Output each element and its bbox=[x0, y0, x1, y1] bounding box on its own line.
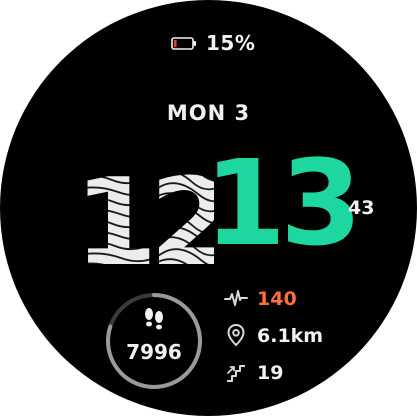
date-label: MON 3 bbox=[166, 101, 251, 125]
location-pin-icon bbox=[227, 323, 245, 347]
battery-icon bbox=[171, 37, 196, 50]
steps-count: 7996 bbox=[126, 340, 182, 364]
hours-display: 12 bbox=[74, 154, 214, 270]
floors-value: 19 bbox=[257, 362, 284, 384]
heart-rate-icon bbox=[224, 290, 248, 306]
stairs-icon bbox=[227, 365, 245, 382]
battery-percentage: 15% bbox=[206, 31, 256, 55]
minutes-display: 13 bbox=[204, 134, 362, 272]
distance-value: 6.1km bbox=[257, 325, 324, 347]
heart-rate-value: 140 bbox=[257, 288, 297, 310]
hours-text: 12 bbox=[74, 154, 214, 270]
footsteps-icon bbox=[145, 308, 163, 330]
steps-progress-ring bbox=[106, 293, 202, 389]
seconds-display: 43 bbox=[348, 197, 375, 219]
